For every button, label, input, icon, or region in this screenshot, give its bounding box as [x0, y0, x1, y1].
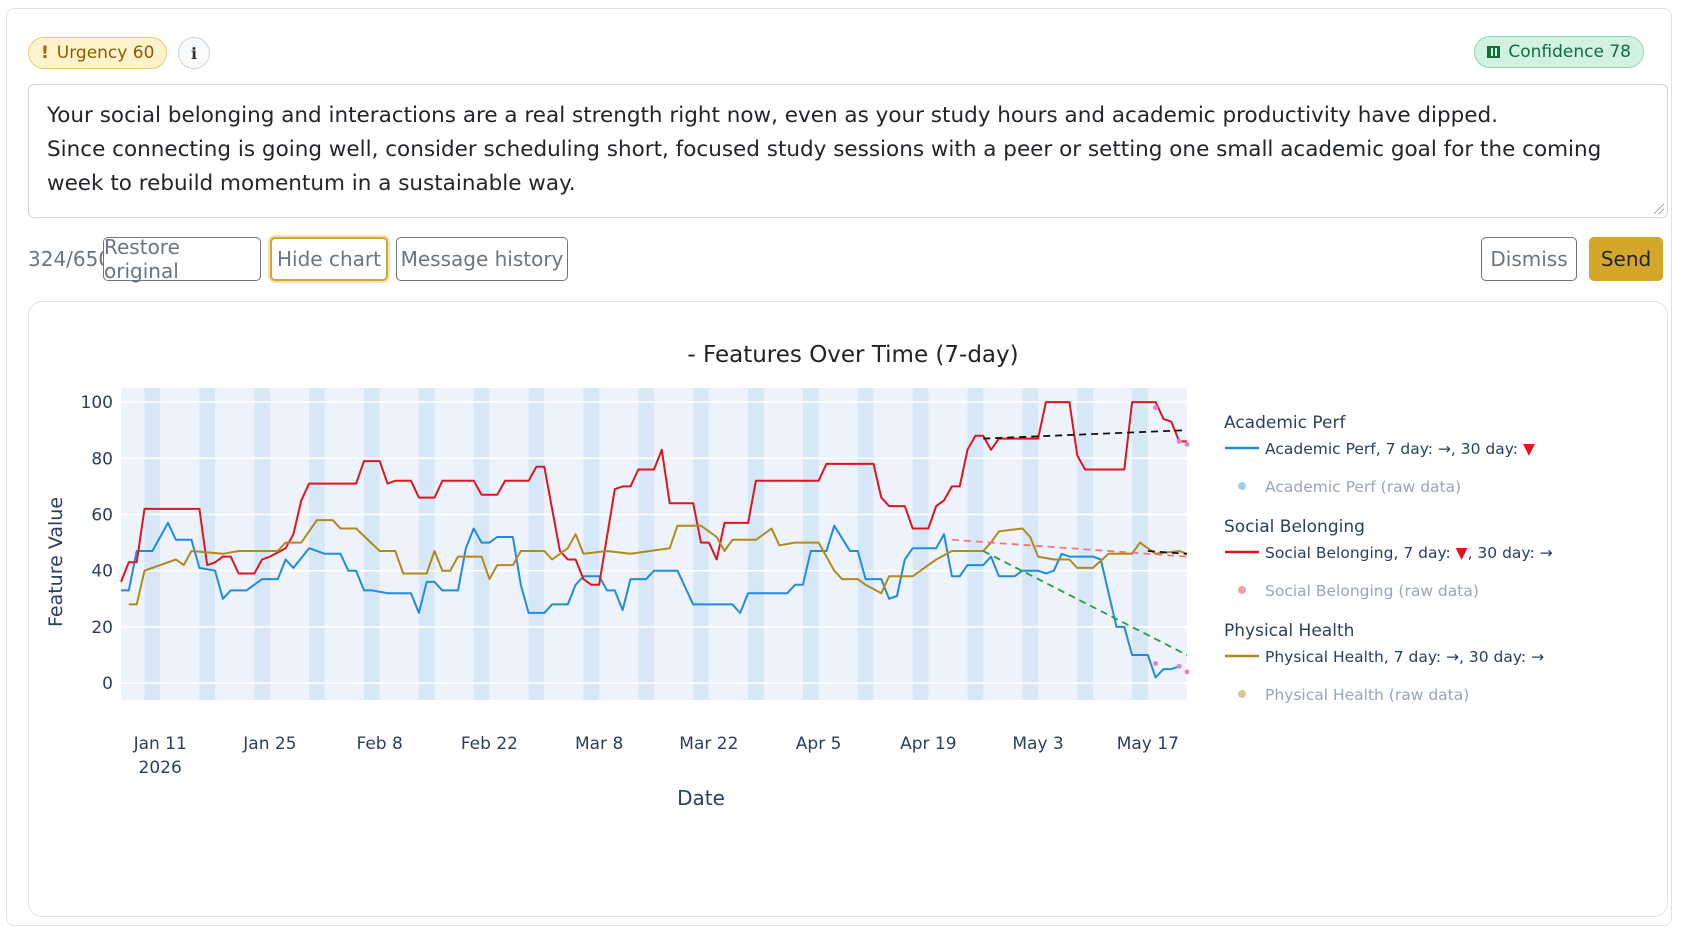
message-line-1: Your social belonging and interactions a… — [47, 103, 1499, 128]
legend-marker-swatch — [1238, 690, 1246, 698]
trend-down-arrow-icon: ▼ — [1523, 440, 1535, 458]
info-icon[interactable]: i — [178, 37, 210, 69]
legend-group-title: Physical Health — [1224, 621, 1354, 641]
weekend-band — [583, 388, 600, 700]
exclamation-icon: ! — [41, 43, 49, 63]
trend-line — [982, 550, 1188, 656]
weekend-band — [473, 388, 490, 700]
bar-chart-icon — [1487, 46, 1501, 58]
series-line-physical — [128, 519, 1188, 606]
restore-original-button[interactable]: Restore original — [103, 235, 261, 283]
message-textarea[interactable]: Your social belonging and interactions a… — [28, 84, 1668, 218]
y-axis-label: Feature Value — [45, 497, 67, 627]
message-line-2: Since connecting is going well, consider… — [47, 137, 1602, 196]
x-tick-label: May 17 — [1117, 734, 1179, 754]
urgency-value: 60 — [132, 43, 155, 63]
legend-line-label: Physical Health, 7 day: →, 30 day: → — [1265, 648, 1544, 666]
weekend-band — [748, 388, 764, 700]
trend-down-arrow-icon: ▼ — [1456, 544, 1468, 562]
y-tick-label: 0 — [102, 674, 113, 694]
legend-group-title: Social Belonging — [1224, 517, 1365, 537]
urgency-badge: ! Urgency 60 — [28, 37, 168, 69]
send-button[interactable]: Send — [1589, 237, 1663, 281]
raw-data-point — [1153, 405, 1159, 411]
legend-raw-label: Social Belonging (raw data) — [1265, 582, 1479, 600]
raw-data-point — [1176, 663, 1182, 669]
weekend-band — [967, 388, 984, 700]
nudge-card: ! Urgency 60 i Confidence 78 Your social… — [6, 8, 1672, 926]
character-counter: 324/650 — [28, 247, 112, 271]
raw-data-point — [1184, 669, 1190, 675]
trend-line — [983, 429, 1188, 440]
chart-panel: - Features Over Time (7-day) 0 20 40 60 80 10… — [28, 301, 1668, 917]
x-tick-label: Jan 25 — [242, 734, 296, 754]
legend-group-title: Academic Perf — [1224, 413, 1346, 433]
message-history-button[interactable]: Message history — [396, 237, 568, 281]
weekend-band — [693, 388, 709, 700]
legend-marker-swatch — [1238, 482, 1246, 490]
y-tick-label: 40 — [91, 562, 113, 582]
raw-data-point — [1184, 441, 1190, 447]
confidence-badge: Confidence 78 — [1474, 36, 1644, 68]
weekend-band — [1022, 388, 1039, 700]
x-tick-label: Apr 19 — [900, 734, 956, 754]
trend-line — [1147, 550, 1188, 555]
weekend-band — [638, 388, 654, 700]
legend-raw-label: Physical Health (raw data) — [1265, 686, 1469, 704]
y-tick-label: 60 — [91, 505, 113, 525]
y-tick-label: 20 — [91, 618, 113, 638]
hide-chart-button[interactable]: Hide chart — [270, 237, 388, 281]
y-tick-label: 80 — [91, 449, 113, 469]
weekend-band — [144, 388, 161, 700]
urgency-label: Urgency 60 — [56, 43, 155, 63]
confidence-value: 78 — [1609, 42, 1631, 62]
x-tick-label: Apr 5 — [796, 734, 842, 754]
raw-data-point — [1153, 660, 1159, 666]
weekend-band — [418, 388, 435, 700]
x-tick-label: Jan 11 — [133, 734, 187, 754]
weekend-band — [912, 388, 929, 700]
weekend-band — [254, 388, 270, 700]
raw-data-point — [1176, 438, 1182, 444]
info-glyph: i — [190, 43, 198, 63]
chart-title: - Features Over Time (7-day) — [687, 342, 1018, 368]
resize-handle-icon[interactable] — [1654, 204, 1664, 214]
legend-marker-swatch — [1238, 586, 1246, 594]
x-axis-label: Date — [677, 786, 725, 810]
weekend-band — [199, 388, 216, 700]
weekend-band — [1077, 388, 1093, 700]
legend-raw-label: Academic Perf (raw data) — [1265, 478, 1461, 496]
confidence-label: Confidence 78 — [1508, 42, 1631, 62]
x-tick-label: Mar 22 — [679, 734, 738, 754]
weekend-band — [528, 388, 545, 700]
x-tick-label: Feb 22 — [461, 734, 518, 754]
x-tick-label: May 3 — [1012, 734, 1063, 754]
legend-line-label: Academic Perf, 7 day: →, 30 day: ▼ — [1265, 440, 1535, 458]
legend-line-label: Social Belonging, 7 day: ▼, 30 day: → — [1265, 544, 1553, 562]
x-tick-label: Feb 8 — [356, 734, 402, 754]
y-tick-label: 100 — [81, 393, 113, 413]
x-tick-year-label: 2026 — [139, 758, 182, 778]
dismiss-button[interactable]: Dismiss — [1481, 237, 1577, 281]
weekend-band — [309, 388, 325, 700]
series-line-social — [120, 401, 1187, 586]
series-line-academic — [121, 521, 1180, 679]
x-tick-label: Mar 8 — [575, 734, 623, 754]
weekend-band — [802, 388, 819, 700]
trend-line — [951, 538, 1188, 558]
weekend-band — [857, 388, 874, 700]
features-chart: - Features Over Time (7-day) 0 20 40 60 80 10… — [45, 342, 1553, 810]
